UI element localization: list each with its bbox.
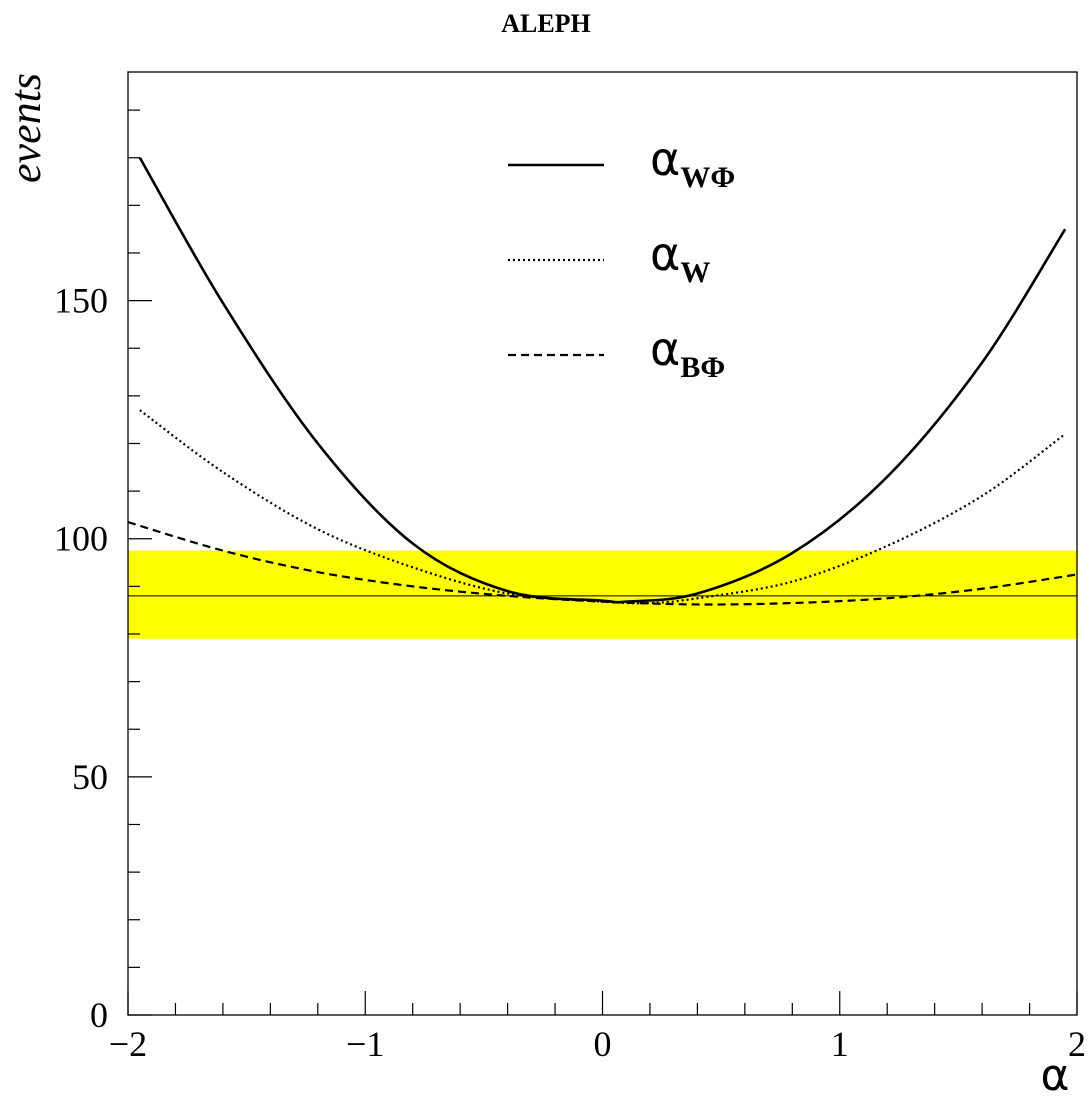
- y-tick-label: 0: [90, 995, 108, 1035]
- x-tick-label: −1: [346, 1024, 384, 1064]
- x-tick-label: 0: [594, 1024, 612, 1064]
- legend-label: αBΦ: [650, 322, 725, 384]
- legend-label-subscript: W: [680, 256, 710, 289]
- series-line-dotted: [139, 409, 1066, 605]
- x-axis-label: α: [1040, 1050, 1069, 1099]
- x-tick-label: 2: [1068, 1024, 1086, 1064]
- x-tick-label: −2: [109, 1024, 147, 1064]
- y-tick-label: 150: [54, 281, 108, 321]
- x-tick-label: 1: [831, 1024, 849, 1064]
- legend-label-subscript: WΦ: [680, 161, 735, 194]
- plot-frame: [127, 71, 1078, 1016]
- uncertainty-band: [128, 550, 1077, 639]
- series-line-solid: [138, 157, 1067, 604]
- y-axis-label: events: [1, 73, 50, 183]
- series-line-dashed: [127, 521, 1078, 606]
- y-tick-label: 100: [54, 519, 108, 559]
- legend-label-subscript: BΦ: [680, 351, 725, 384]
- legend-label: αWΦ: [650, 132, 735, 194]
- legend-label: αW: [650, 227, 710, 289]
- chart-title: ALEPH: [501, 9, 591, 38]
- y-tick-label: 50: [72, 757, 108, 797]
